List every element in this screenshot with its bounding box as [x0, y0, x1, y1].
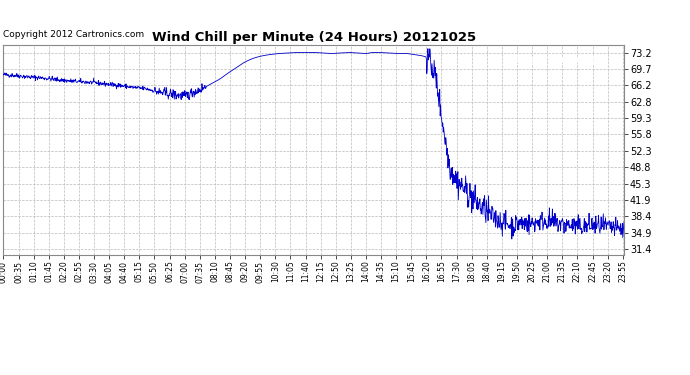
Title: Wind Chill per Minute (24 Hours) 20121025: Wind Chill per Minute (24 Hours) 2012102… [152, 31, 476, 44]
Text: Copyright 2012 Cartronics.com: Copyright 2012 Cartronics.com [3, 30, 145, 39]
